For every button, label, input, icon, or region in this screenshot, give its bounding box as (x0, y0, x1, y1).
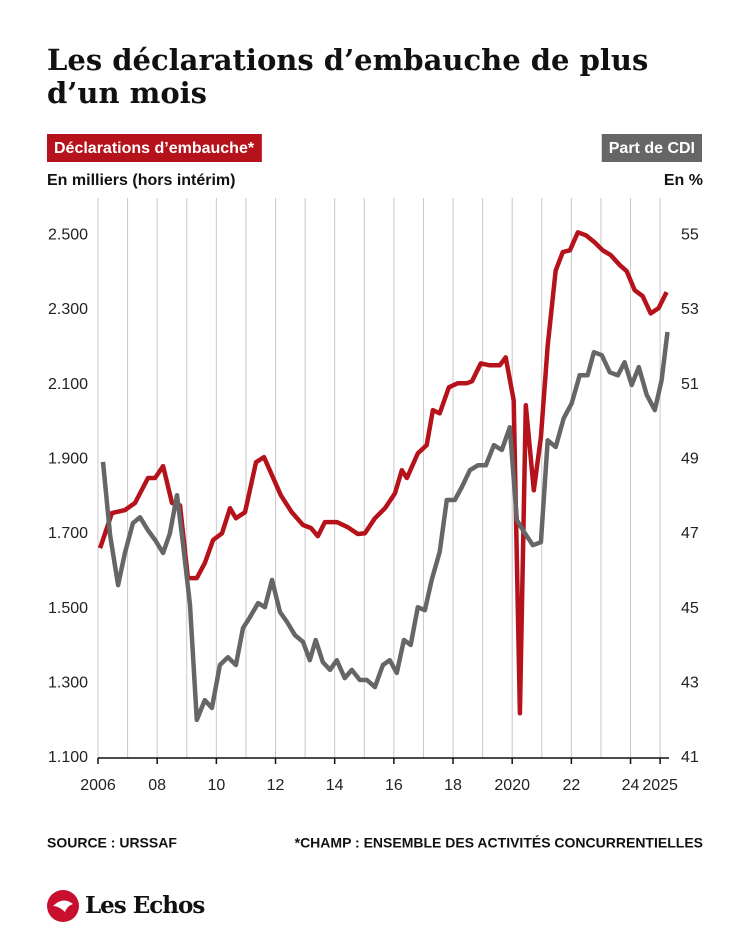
y-tick-label: 2.100 (48, 376, 88, 393)
x-tick-label: 24 (622, 777, 640, 794)
legend-swatch (601, 134, 702, 162)
y-tick-label: 1.900 (48, 451, 88, 468)
y-tick-label: 1.700 (48, 525, 88, 542)
x-tick-label: 14 (326, 777, 344, 794)
y-tick-label: 2.300 (48, 301, 88, 318)
y2-tick-label: 47 (681, 525, 699, 542)
y2-tick-label: 45 (681, 600, 699, 617)
x-tick-label: 2006 (80, 777, 116, 794)
x-tick-label: 2020 (494, 777, 530, 794)
y2-tick-label: 49 (681, 451, 699, 468)
x-tick-label: 16 (385, 777, 403, 794)
x-tick-label: 12 (267, 777, 285, 794)
data-line (97, 230, 669, 716)
y2-axis-label: En % (664, 172, 703, 189)
y2-tick-label: 55 (681, 227, 699, 244)
x-tick-label: 22 (562, 777, 580, 794)
y-tick-label: 1.100 (48, 749, 88, 766)
x-tick-label: 18 (444, 777, 462, 794)
chart-title: d’un mois (47, 76, 207, 110)
x-tick-label: 2025 (642, 777, 678, 794)
note: *CHAMP : ENSEMBLE DES ACTIVITÉS CONCURRE… (295, 835, 703, 851)
x-tick-label: 08 (148, 777, 166, 794)
legend-swatch (47, 134, 262, 162)
chart-title: Les déclarations d’embauche de plus (47, 43, 648, 77)
source: SOURCE : URSSAF (47, 835, 177, 851)
y-axis-label: En milliers (hors intérim) (47, 172, 235, 189)
brand: Les Echos (85, 892, 204, 919)
y2-tick-label: 41 (681, 749, 699, 766)
y2-tick-label: 51 (681, 376, 699, 393)
y-tick-label: 1.300 (48, 675, 88, 692)
y-tick-label: 2.500 (48, 227, 88, 244)
legend-label: Déclarations d’embauche* (54, 140, 255, 157)
x-tick-label: 10 (207, 777, 225, 794)
y-tick-label: 1.500 (48, 600, 88, 617)
data-line (100, 331, 670, 723)
y2-tick-label: 53 (681, 301, 699, 318)
y2-tick-label: 43 (681, 675, 699, 692)
logo-icon-mark (53, 900, 73, 912)
legend-label: Part de CDI (609, 140, 695, 157)
